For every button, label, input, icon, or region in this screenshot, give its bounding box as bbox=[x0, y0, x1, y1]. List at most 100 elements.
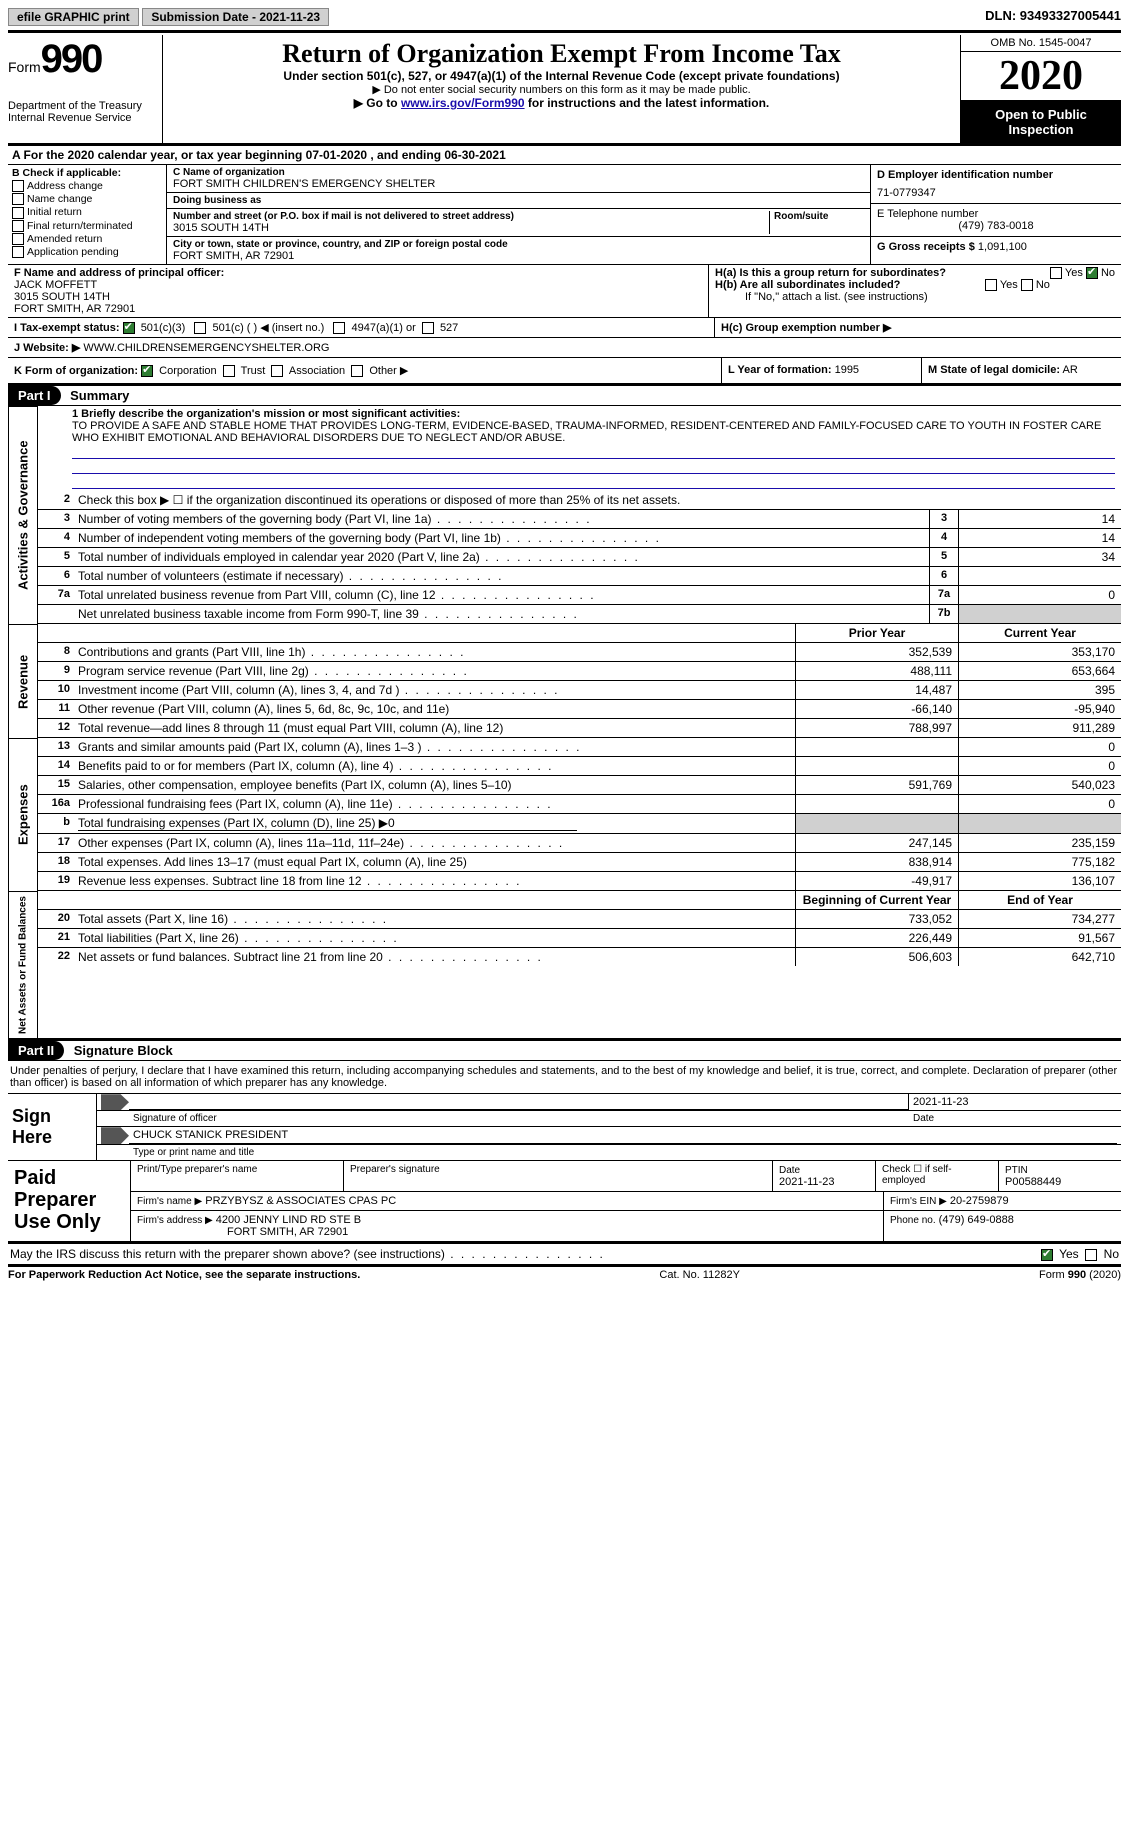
eoy-header: End of Year bbox=[958, 891, 1121, 909]
hb-no-checkbox[interactable] bbox=[1021, 279, 1033, 291]
firm-addr1: 4200 JENNY LIND RD STE B bbox=[216, 1214, 361, 1226]
line21: Total liabilities (Part X, line 26) bbox=[74, 929, 795, 947]
activities-governance-section: Activities & Governance 1 Briefly descri… bbox=[8, 406, 1121, 624]
line5: Total number of individuals employed in … bbox=[74, 548, 929, 566]
line11-current: -95,940 bbox=[958, 700, 1121, 718]
line22-current: 642,710 bbox=[958, 948, 1121, 966]
address-change-checkbox[interactable] bbox=[12, 180, 24, 192]
501c3-checkbox[interactable] bbox=[123, 322, 135, 334]
expenses-section: Expenses 13Grants and similar amounts pa… bbox=[8, 738, 1121, 891]
instructions-link[interactable]: www.irs.gov/Form990 bbox=[401, 96, 525, 110]
dln: DLN: 93493327005441 bbox=[985, 8, 1121, 23]
org-info-block: B Check if applicable: Address change Na… bbox=[8, 165, 1121, 265]
line18-prior: 838,914 bbox=[795, 853, 958, 871]
ha-yes-checkbox[interactable] bbox=[1050, 267, 1062, 279]
boy-header: Beginning of Current Year bbox=[795, 891, 958, 909]
domicile-label: M State of legal domicile: bbox=[928, 364, 1060, 376]
line14-current: 0 bbox=[958, 757, 1121, 775]
firm-ein: 20-2759879 bbox=[950, 1195, 1009, 1207]
line7b: Net unrelated business taxable income fr… bbox=[74, 605, 929, 623]
line21-prior: 226,449 bbox=[795, 929, 958, 947]
gross-value: 1,091,100 bbox=[978, 241, 1027, 253]
net-assets-section: Net Assets or Fund Balances Beginning of… bbox=[8, 891, 1121, 1041]
arrow-icon bbox=[101, 1094, 129, 1110]
officer-addr2: FORT SMITH, AR 72901 bbox=[14, 303, 702, 315]
final-return-checkbox[interactable] bbox=[12, 220, 24, 232]
self-employed-check[interactable]: Check ☐ if self-employed bbox=[876, 1161, 999, 1191]
line12-current: 911,289 bbox=[958, 719, 1121, 737]
year-formation: 1995 bbox=[835, 364, 859, 376]
line12-prior: 788,997 bbox=[795, 719, 958, 737]
line14-prior bbox=[795, 757, 958, 775]
discuss-no-checkbox[interactable] bbox=[1085, 1249, 1097, 1261]
corp-checkbox[interactable] bbox=[141, 365, 153, 377]
line9-prior: 488,111 bbox=[795, 662, 958, 680]
line12: Total revenue—add lines 8 through 11 (mu… bbox=[74, 719, 795, 737]
line19-current: 136,107 bbox=[958, 872, 1121, 890]
preparer-date: 2021-11-23 bbox=[779, 1176, 834, 1188]
current-year-header: Current Year bbox=[958, 624, 1121, 642]
line15: Salaries, other compensation, employee b… bbox=[74, 776, 795, 794]
line16b-prior bbox=[795, 814, 958, 833]
line11-prior: -66,140 bbox=[795, 700, 958, 718]
trust-checkbox[interactable] bbox=[223, 365, 235, 377]
firm-name: PRZYBYSZ & ASSOCIATES CPAS PC bbox=[205, 1195, 396, 1207]
4947-checkbox[interactable] bbox=[333, 322, 345, 334]
room-label: Room/suite bbox=[774, 211, 864, 222]
line8-prior: 352,539 bbox=[795, 643, 958, 661]
revenue-section: Revenue Prior YearCurrent Year 8Contribu… bbox=[8, 624, 1121, 738]
hb-yes-checkbox[interactable] bbox=[985, 279, 997, 291]
efile-print-button[interactable]: efile GRAPHIC print bbox=[8, 8, 139, 26]
check-if-applicable: B Check if applicable: Address change Na… bbox=[8, 165, 167, 264]
phone-label: E Telephone number bbox=[877, 208, 1115, 220]
line10-prior: 14,487 bbox=[795, 681, 958, 699]
assoc-checkbox[interactable] bbox=[271, 365, 283, 377]
name-change-checkbox[interactable] bbox=[12, 193, 24, 205]
initial-return-checkbox[interactable] bbox=[12, 207, 24, 219]
footer: For Paperwork Reduction Act Notice, see … bbox=[8, 1267, 1121, 1283]
other-checkbox[interactable] bbox=[351, 365, 363, 377]
org-name-label: C Name of organization bbox=[173, 167, 864, 178]
ha-label: H(a) Is this a group return for subordin… bbox=[715, 267, 946, 279]
signature-section: Under penalties of perjury, I declare th… bbox=[8, 1061, 1121, 1283]
501c-checkbox[interactable] bbox=[194, 322, 206, 334]
line4-value: 14 bbox=[958, 529, 1121, 547]
side-label-governance: Activities & Governance bbox=[8, 406, 38, 624]
officer-group-block: F Name and address of principal officer:… bbox=[8, 265, 1121, 318]
527-checkbox[interactable] bbox=[422, 322, 434, 334]
line1-label: 1 Briefly describe the organization's mi… bbox=[72, 408, 1115, 420]
line6-value bbox=[958, 567, 1121, 585]
line9-current: 653,664 bbox=[958, 662, 1121, 680]
side-label-expenses: Expenses bbox=[8, 738, 38, 891]
line19-prior: -49,917 bbox=[795, 872, 958, 890]
line2: Check this box ▶ ☐ if the organization d… bbox=[74, 491, 1121, 509]
dept-treasury: Department of the Treasury bbox=[8, 100, 158, 112]
form-org-row: K Form of organization: Corporation Trus… bbox=[8, 358, 1121, 386]
line4: Number of independent voting members of … bbox=[74, 529, 929, 547]
discuss-yes-checkbox[interactable] bbox=[1041, 1249, 1053, 1261]
dba-label: Doing business as bbox=[173, 195, 864, 206]
form-number: Form990 bbox=[8, 37, 158, 82]
line22: Net assets or fund balances. Subtract li… bbox=[74, 948, 795, 966]
line16b: Total fundraising expenses (Part IX, col… bbox=[74, 814, 795, 833]
line7b-value bbox=[958, 605, 1121, 623]
arrow-icon bbox=[101, 1127, 129, 1144]
omb-number: OMB No. 1545-0047 bbox=[961, 35, 1121, 52]
line10: Investment income (Part VIII, column (A)… bbox=[74, 681, 795, 699]
line3: Number of voting members of the governin… bbox=[74, 510, 929, 528]
ein-value: 71-0779347 bbox=[877, 187, 1115, 199]
firm-phone: (479) 649-0888 bbox=[939, 1214, 1014, 1226]
form-header: Form990 Department of the Treasury Inter… bbox=[8, 35, 1121, 146]
tax-exempt-row: I Tax-exempt status: 501(c)(3) 501(c) ( … bbox=[8, 318, 1121, 338]
hb-note: If "No," attach a list. (see instruction… bbox=[715, 291, 1115, 303]
street-label: Number and street (or P.O. box if mail i… bbox=[173, 211, 769, 222]
line19: Revenue less expenses. Subtract line 18 … bbox=[74, 872, 795, 890]
line16b-current bbox=[958, 814, 1121, 833]
sign-here-label: Sign Here bbox=[8, 1094, 97, 1160]
line7a: Total unrelated business revenue from Pa… bbox=[74, 586, 929, 604]
amended-return-checkbox[interactable] bbox=[12, 233, 24, 245]
line8-current: 353,170 bbox=[958, 643, 1121, 661]
ha-no-checkbox[interactable] bbox=[1086, 267, 1098, 279]
application-pending-checkbox[interactable] bbox=[12, 246, 24, 258]
mission-text: TO PROVIDE A SAFE AND STABLE HOME THAT P… bbox=[72, 420, 1115, 444]
